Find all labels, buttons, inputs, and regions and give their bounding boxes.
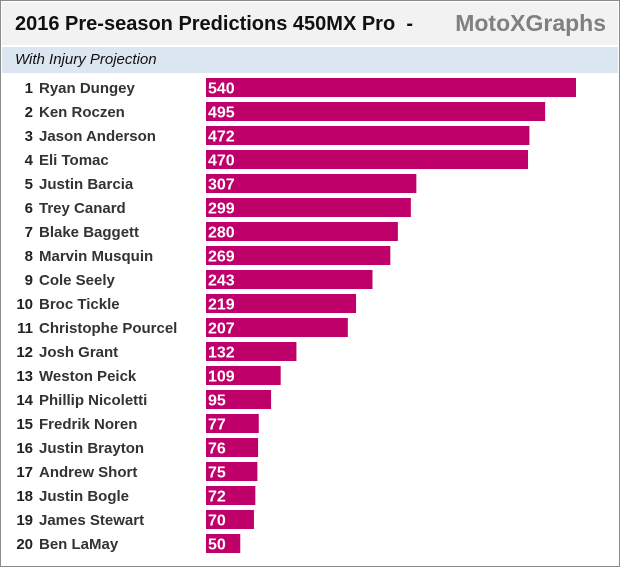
rider-label: Justin Brayton bbox=[39, 440, 144, 457]
rider-label: Trey Canard bbox=[39, 200, 126, 217]
rider-label: Jason Anderson bbox=[39, 128, 156, 145]
bar bbox=[206, 78, 576, 97]
bar bbox=[206, 270, 373, 289]
rank-label: 11 bbox=[17, 320, 33, 337]
data-label: 495 bbox=[208, 105, 235, 122]
data-label: 70 bbox=[208, 513, 226, 530]
rank-label: 3 bbox=[25, 128, 33, 145]
data-label: 76 bbox=[208, 441, 226, 458]
bar bbox=[206, 294, 357, 313]
bar bbox=[206, 318, 348, 337]
data-label: 280 bbox=[208, 225, 235, 242]
bar bbox=[206, 342, 297, 361]
data-label: 207 bbox=[208, 321, 235, 338]
bar bbox=[206, 198, 411, 217]
rider-label: Marvin Musquin bbox=[39, 248, 153, 265]
rider-label: Ken Roczen bbox=[39, 104, 125, 121]
bar bbox=[206, 222, 398, 241]
rank-label: 14 bbox=[16, 392, 33, 409]
rank-label: 6 bbox=[25, 200, 33, 217]
bar bbox=[206, 174, 417, 193]
data-label: 540 bbox=[208, 81, 235, 98]
bar bbox=[206, 366, 281, 385]
rank-label: 8 bbox=[25, 248, 33, 265]
rank-label: 18 bbox=[16, 488, 33, 505]
bar bbox=[206, 534, 241, 553]
data-label: 50 bbox=[208, 537, 226, 554]
data-label: 75 bbox=[208, 465, 226, 482]
title-text: 2016 Pre-season Predictions 450MX Pro bbox=[15, 13, 396, 35]
data-label: 472 bbox=[208, 129, 235, 146]
rank-label: 13 bbox=[16, 368, 33, 385]
bar bbox=[206, 150, 529, 169]
bar bbox=[206, 102, 546, 121]
rank-label: 16 bbox=[16, 440, 33, 457]
rank-label: 15 bbox=[16, 416, 33, 433]
data-label: 307 bbox=[208, 177, 235, 194]
rank-label: 17 bbox=[16, 464, 33, 481]
rider-label: Weston Peick bbox=[39, 368, 137, 385]
rank-label: 4 bbox=[25, 152, 34, 169]
bar bbox=[206, 462, 258, 481]
rider-label: Andrew Short bbox=[39, 464, 137, 481]
rank-label: 7 bbox=[25, 224, 33, 241]
data-label: 132 bbox=[208, 345, 235, 362]
data-label: 72 bbox=[208, 489, 226, 506]
bar bbox=[206, 126, 530, 145]
bar bbox=[206, 510, 254, 529]
chart-header: 2016 Pre-season Predictions 450MX Pro - … bbox=[2, 2, 618, 45]
rider-label: Justin Barcia bbox=[39, 176, 134, 193]
rider-label: Ryan Dungey bbox=[39, 80, 136, 97]
rider-label: Josh Grant bbox=[39, 344, 118, 361]
data-label: 109 bbox=[208, 369, 235, 386]
data-label: 470 bbox=[208, 153, 235, 170]
rider-label: James Stewart bbox=[39, 512, 144, 529]
rider-label: Broc Tickle bbox=[39, 296, 120, 313]
rider-label: Ben LaMay bbox=[39, 536, 119, 553]
bar bbox=[206, 438, 259, 457]
rider-label: Cole Seely bbox=[39, 272, 116, 289]
data-label: 243 bbox=[208, 273, 235, 290]
data-label: 269 bbox=[208, 249, 235, 266]
rank-label: 20 bbox=[16, 536, 33, 553]
rank-label: 5 bbox=[25, 176, 33, 193]
bar bbox=[206, 486, 256, 505]
data-label: 299 bbox=[208, 201, 235, 218]
chart-subheader: With Injury Projection bbox=[2, 47, 618, 73]
rank-label: 1 bbox=[25, 80, 33, 97]
bar bbox=[206, 414, 259, 433]
rank-label: 10 bbox=[16, 296, 33, 313]
brand-name: MotoXGraphs bbox=[455, 10, 606, 36]
rank-label: 19 bbox=[16, 512, 33, 529]
rank-label: 2 bbox=[25, 104, 33, 121]
data-label: 95 bbox=[208, 393, 226, 410]
rider-label: Justin Bogle bbox=[39, 488, 129, 505]
data-label: 77 bbox=[208, 417, 226, 434]
title-separator: - bbox=[406, 13, 413, 35]
rider-label: Blake Baggett bbox=[39, 224, 139, 241]
chart-subtitle: With Injury Projection bbox=[15, 51, 157, 68]
rider-label: Phillip Nicoletti bbox=[39, 392, 147, 409]
bar bbox=[206, 390, 272, 409]
rider-label: Fredrik Noren bbox=[39, 416, 137, 433]
rider-label: Christophe Pourcel bbox=[39, 320, 177, 337]
rider-label: Eli Tomac bbox=[39, 152, 109, 169]
data-label: 219 bbox=[208, 297, 235, 314]
bar bbox=[206, 246, 391, 265]
chart-title: 2016 Pre-season Predictions 450MX Pro - bbox=[15, 13, 413, 36]
rank-label: 9 bbox=[25, 272, 33, 289]
rank-label: 12 bbox=[16, 344, 33, 361]
